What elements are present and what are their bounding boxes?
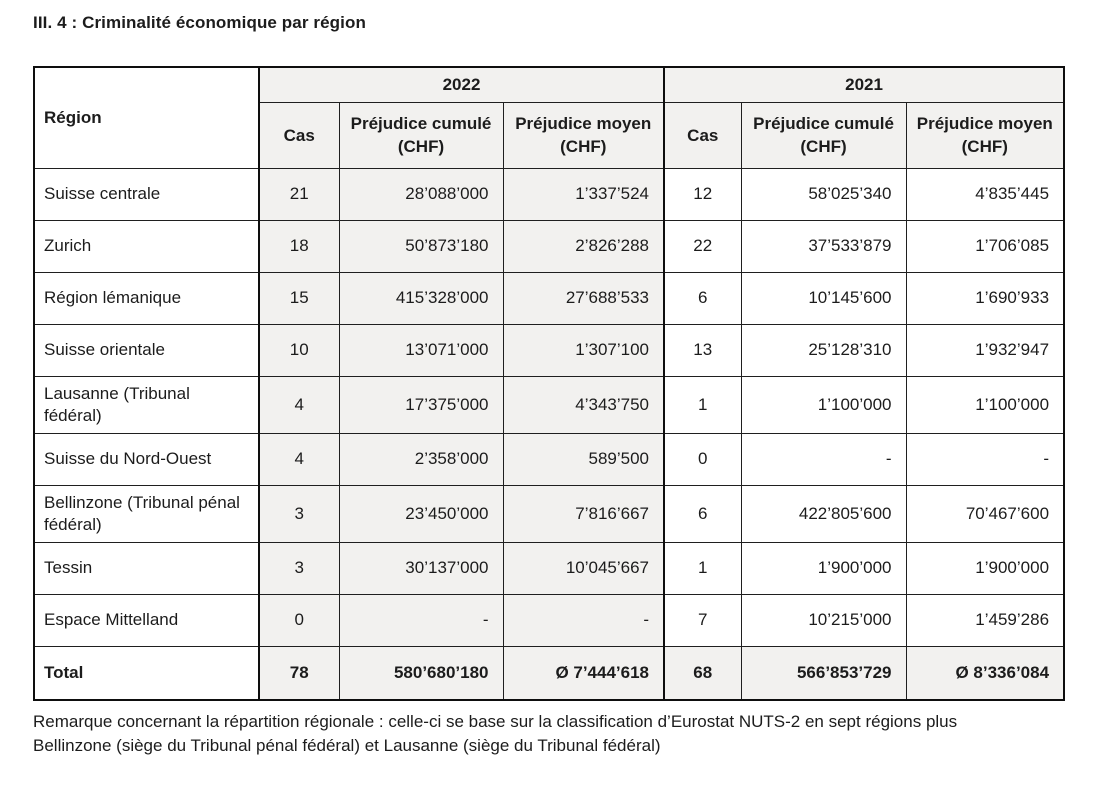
amount-cell: 4’835’445 [905, 167, 1065, 221]
amount-cell: 1’900’000 [740, 541, 907, 595]
table-body: Suisse centrale 21 28’088’000 1’337’524 12 58… [33, 167, 1065, 701]
cas-cell: 18 [258, 219, 340, 273]
table-row: Tessin 3 30’137’000 10’045’667 1 1’900’000 1’9… [33, 541, 1065, 595]
total-amount-cell: Ø 8’336’084 [905, 645, 1065, 701]
total-amount-cell: Ø 7’444’618 [502, 645, 666, 701]
table-row: Zurich 18 50’873’180 2’826’288 22 37’533’879 1… [33, 219, 1065, 273]
amount-cell: 1’100’000 [905, 375, 1065, 434]
region-cell: Suisse du Nord-Ouest [33, 432, 260, 486]
amount-cell: 10’045’667 [502, 541, 666, 595]
cas-cell: 22 [663, 219, 742, 273]
column-header-moyen-2021: Préjudice moyen (CHF) [905, 101, 1065, 169]
amount-cell: 1’690’933 [905, 271, 1065, 325]
amount-cell: 23’450’000 [338, 484, 504, 543]
amount-cell: 1’706’085 [905, 219, 1065, 273]
amount-cell: 2’358’000 [338, 432, 504, 486]
amount-cell: - [338, 593, 504, 647]
amount-cell: - [502, 593, 666, 647]
amount-cell: 1’100’000 [740, 375, 907, 434]
column-header-cas-2022: Cas [258, 101, 340, 169]
amount-cell: 2’826’288 [502, 219, 666, 273]
column-header-region: Région [33, 66, 260, 169]
total-label-cell: Total [33, 645, 260, 701]
total-cas-cell: 78 [258, 645, 340, 701]
column-header-moyen-2022: Préjudice moyen (CHF) [502, 101, 666, 169]
total-row: Total 78 580’680’180 Ø 7’444’618 68 566’853’7… [33, 645, 1065, 701]
amount-cell: 28’088’000 [338, 167, 504, 221]
region-cell: Zurich [33, 219, 260, 273]
region-cell: Suisse orientale [33, 323, 260, 377]
table-header: Région 2022 2021 Cas Préjudice cumulé (C… [33, 66, 1065, 169]
amount-cell: 50’873’180 [338, 219, 504, 273]
amount-cell: 1’932’947 [905, 323, 1065, 377]
amount-cell: 1’900’000 [905, 541, 1065, 595]
year-header-2022: 2022 [258, 66, 666, 103]
cas-cell: 4 [258, 375, 340, 434]
year-header-row: Région 2022 2021 [33, 66, 1065, 169]
table-row: Région lémanique 15 415’328’000 27’688’533 6… [33, 271, 1065, 325]
region-cell: Espace Mittelland [33, 593, 260, 647]
economic-crime-by-region-table: Région 2022 2021 Cas Préjudice cumulé (C… [33, 66, 1066, 701]
amount-cell: 27’688’533 [502, 271, 666, 325]
column-header-cas-2021: Cas [663, 101, 742, 169]
cas-cell: 21 [258, 167, 340, 221]
table-row: Bellinzone (Tribunal pénal fédéral) 3 23’4… [33, 484, 1065, 543]
amount-cell: - [740, 432, 907, 486]
table-row: Suisse orientale 10 13’071’000 1’307’100 13 2… [33, 323, 1065, 377]
amount-cell: - [905, 432, 1065, 486]
region-cell: Tessin [33, 541, 260, 595]
amount-cell: 4’343’750 [502, 375, 666, 434]
table-row: Espace Mittelland 0- -7 10’215’000 1’459’286 [33, 593, 1065, 647]
amount-cell: 1’307’100 [502, 323, 666, 377]
amount-cell: 10’215’000 [740, 593, 907, 647]
total-amount-cell: 566’853’729 [740, 645, 907, 701]
total-amount-cell: 580’680’180 [338, 645, 504, 701]
amount-cell: 1’459’286 [905, 593, 1065, 647]
cas-cell: 13 [663, 323, 742, 377]
amount-cell: 58’025’340 [740, 167, 907, 221]
amount-cell: 13’071’000 [338, 323, 504, 377]
cas-cell: 1 [663, 375, 742, 434]
amount-cell: 30’137’000 [338, 541, 504, 595]
amount-cell: 589’500 [502, 432, 666, 486]
amount-cell: 1’337’524 [502, 167, 666, 221]
region-cell: Suisse centrale [33, 167, 260, 221]
table-row: Lausanne (Tribunal fédéral) 4 17’375’000 4’… [33, 375, 1065, 434]
amount-cell: 25’128’310 [740, 323, 907, 377]
column-header-cumule-2021: Préjudice cumulé (CHF) [740, 101, 907, 169]
footnote: Remarque concernant la répartition régio… [33, 712, 958, 755]
page-title: III. 4 : Criminalité économique par régi… [33, 13, 366, 32]
amount-cell: 415’328’000 [338, 271, 504, 325]
cas-cell: 3 [258, 541, 340, 595]
table-row: Suisse centrale 21 28’088’000 1’337’524 12 58… [33, 167, 1065, 221]
cas-cell: 0 [258, 593, 340, 647]
cas-cell: 6 [663, 271, 742, 325]
amount-cell: 422’805’600 [740, 484, 907, 543]
total-cas-cell: 68 [663, 645, 742, 701]
year-header-2021: 2021 [663, 66, 1065, 103]
amount-cell: 10’145’600 [740, 271, 907, 325]
region-cell: Bellinzone (Tribunal pénal fédéral) [33, 484, 260, 543]
region-cell: Lausanne (Tribunal fédéral) [33, 375, 260, 434]
cas-cell: 1 [663, 541, 742, 595]
cas-cell: 3 [258, 484, 340, 543]
amount-cell: 17’375’000 [338, 375, 504, 434]
cas-cell: 4 [258, 432, 340, 486]
cas-cell: 12 [663, 167, 742, 221]
region-cell: Région lémanique [33, 271, 260, 325]
table-row: Suisse du Nord-Ouest 4 2’358’000 589’500 0- - [33, 432, 1065, 486]
cas-cell: 6 [663, 484, 742, 543]
cas-cell: 15 [258, 271, 340, 325]
amount-cell: 7’816’667 [502, 484, 666, 543]
column-header-row: Cas Préjudice cumulé (CHF) Préjudice moy… [34, 101, 1065, 169]
amount-cell: 70’467’600 [905, 484, 1065, 543]
cas-cell: 7 [663, 593, 742, 647]
amount-cell: 37’533’879 [740, 219, 907, 273]
cas-cell: 0 [663, 432, 742, 486]
cas-cell: 10 [258, 323, 340, 377]
column-header-cumule-2022: Préjudice cumulé (CHF) [338, 101, 504, 169]
